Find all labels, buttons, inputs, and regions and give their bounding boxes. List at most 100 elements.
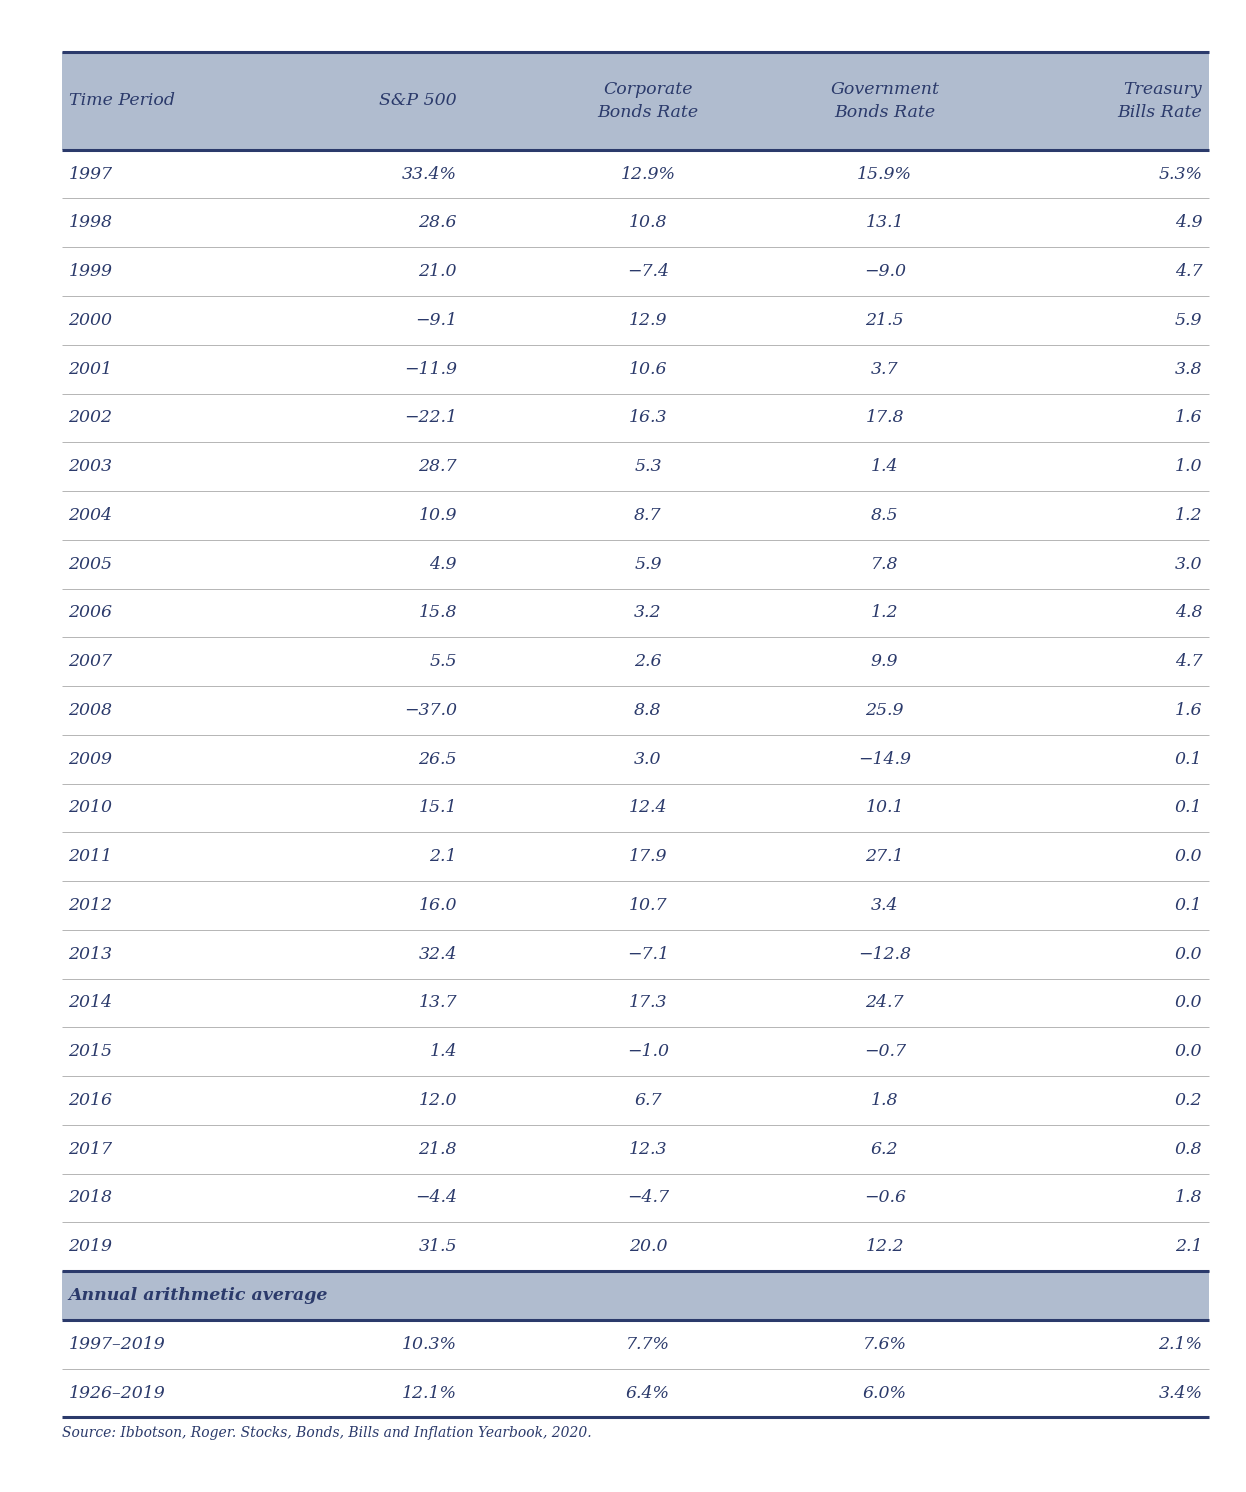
Text: 32.4: 32.4 bbox=[419, 946, 457, 962]
Bar bbox=[62, 149, 1209, 198]
Text: 33.4%: 33.4% bbox=[402, 166, 457, 182]
Text: 13.7: 13.7 bbox=[419, 995, 457, 1012]
Bar bbox=[62, 52, 1209, 149]
Text: −37.0: −37.0 bbox=[404, 701, 457, 719]
Bar bbox=[62, 1125, 1209, 1174]
Text: Source: Ibbotson, Roger. Stocks, Bonds, Bills and Inflation Yearbook, 2020.: Source: Ibbotson, Roger. Stocks, Bonds, … bbox=[62, 1426, 592, 1440]
Text: 2.1: 2.1 bbox=[430, 847, 457, 865]
Text: 1999: 1999 bbox=[69, 263, 112, 280]
Text: 5.5: 5.5 bbox=[430, 653, 457, 670]
Text: 2000: 2000 bbox=[69, 312, 112, 328]
Text: 3.7: 3.7 bbox=[871, 361, 898, 377]
Text: −9.0: −9.0 bbox=[863, 263, 906, 280]
Text: 1.6: 1.6 bbox=[1175, 409, 1202, 427]
Text: Corporate
Bonds Rate: Corporate Bonds Rate bbox=[597, 82, 699, 121]
Text: 2001: 2001 bbox=[69, 361, 112, 377]
Text: 5.3: 5.3 bbox=[634, 458, 662, 474]
Text: 9.9: 9.9 bbox=[871, 653, 898, 670]
Text: Government
Bonds Rate: Government Bonds Rate bbox=[830, 82, 939, 121]
Bar bbox=[62, 1222, 1209, 1271]
Bar bbox=[62, 1028, 1209, 1076]
Text: Treasury
Bills Rate: Treasury Bills Rate bbox=[1118, 82, 1202, 121]
Text: 15.1: 15.1 bbox=[419, 800, 457, 816]
Text: 5.9: 5.9 bbox=[634, 555, 662, 573]
Text: 12.0: 12.0 bbox=[419, 1092, 457, 1109]
Text: 12.1%: 12.1% bbox=[402, 1385, 457, 1401]
Text: 5.9: 5.9 bbox=[1175, 312, 1202, 328]
Bar bbox=[62, 1271, 1209, 1320]
Text: 2.6: 2.6 bbox=[634, 653, 662, 670]
Text: 21.8: 21.8 bbox=[419, 1141, 457, 1158]
Text: 1.4: 1.4 bbox=[871, 458, 898, 474]
Text: 6.0%: 6.0% bbox=[862, 1385, 907, 1401]
Text: 10.7: 10.7 bbox=[629, 897, 667, 915]
Text: 0.0: 0.0 bbox=[1175, 1043, 1202, 1061]
Text: 21.0: 21.0 bbox=[419, 263, 457, 280]
Bar bbox=[62, 1174, 1209, 1222]
Bar bbox=[62, 637, 1209, 686]
Text: 7.8: 7.8 bbox=[871, 555, 898, 573]
Bar bbox=[62, 736, 1209, 783]
Text: 0.0: 0.0 bbox=[1175, 995, 1202, 1012]
Text: 10.6: 10.6 bbox=[629, 361, 667, 377]
Text: 2010: 2010 bbox=[69, 800, 112, 816]
Text: 10.3%: 10.3% bbox=[402, 1335, 457, 1353]
Bar bbox=[62, 882, 1209, 930]
Text: 10.9: 10.9 bbox=[419, 507, 457, 524]
Text: 12.9%: 12.9% bbox=[621, 166, 675, 182]
Bar bbox=[62, 345, 1209, 394]
Text: −4.7: −4.7 bbox=[627, 1189, 669, 1207]
Text: 12.4: 12.4 bbox=[629, 800, 667, 816]
Text: 10.1: 10.1 bbox=[866, 800, 903, 816]
Text: −7.4: −7.4 bbox=[627, 263, 669, 280]
Text: 2014: 2014 bbox=[69, 995, 112, 1012]
Text: 4.7: 4.7 bbox=[1175, 653, 1202, 670]
Text: S&P 500: S&P 500 bbox=[380, 93, 457, 109]
Text: Time Period: Time Period bbox=[69, 93, 174, 109]
Text: 27.1: 27.1 bbox=[866, 847, 903, 865]
Text: 3.0: 3.0 bbox=[1175, 555, 1202, 573]
Text: 6.4%: 6.4% bbox=[625, 1385, 670, 1401]
Bar bbox=[62, 1368, 1209, 1417]
Text: 2016: 2016 bbox=[69, 1092, 112, 1109]
Bar bbox=[62, 442, 1209, 491]
Bar bbox=[62, 1320, 1209, 1368]
Text: 13.1: 13.1 bbox=[866, 215, 903, 231]
Text: 10.8: 10.8 bbox=[629, 215, 667, 231]
Text: 5.3%: 5.3% bbox=[1159, 166, 1202, 182]
Text: −9.1: −9.1 bbox=[415, 312, 457, 328]
Text: −7.1: −7.1 bbox=[627, 946, 669, 962]
Text: 0.0: 0.0 bbox=[1175, 847, 1202, 865]
Text: 17.9: 17.9 bbox=[629, 847, 667, 865]
Text: 1997–2019: 1997–2019 bbox=[69, 1335, 166, 1353]
Text: 8.7: 8.7 bbox=[634, 507, 662, 524]
Text: 2009: 2009 bbox=[69, 750, 112, 768]
Text: 7.7%: 7.7% bbox=[625, 1335, 670, 1353]
Text: Annual arithmetic average: Annual arithmetic average bbox=[69, 1288, 328, 1304]
Text: 25.9: 25.9 bbox=[866, 701, 903, 719]
Text: 4.9: 4.9 bbox=[430, 555, 457, 573]
Text: −0.7: −0.7 bbox=[863, 1043, 906, 1061]
Text: 2013: 2013 bbox=[69, 946, 112, 962]
Bar bbox=[62, 833, 1209, 882]
Bar bbox=[62, 198, 1209, 248]
Text: 2.1: 2.1 bbox=[1175, 1238, 1202, 1255]
Text: 1998: 1998 bbox=[69, 215, 112, 231]
Text: 26.5: 26.5 bbox=[419, 750, 457, 768]
Text: 2.1%: 2.1% bbox=[1159, 1335, 1202, 1353]
Text: 21.5: 21.5 bbox=[866, 312, 903, 328]
Text: −11.9: −11.9 bbox=[404, 361, 457, 377]
Bar bbox=[62, 783, 1209, 833]
Text: 1.4: 1.4 bbox=[430, 1043, 457, 1061]
Text: 12.3: 12.3 bbox=[629, 1141, 667, 1158]
Text: 2011: 2011 bbox=[69, 847, 112, 865]
Text: 1.0: 1.0 bbox=[1175, 458, 1202, 474]
Text: 1997: 1997 bbox=[69, 166, 112, 182]
Text: −4.4: −4.4 bbox=[415, 1189, 457, 1207]
Text: 2002: 2002 bbox=[69, 409, 112, 427]
Text: 16.3: 16.3 bbox=[629, 409, 667, 427]
Bar bbox=[62, 248, 1209, 295]
Text: −14.9: −14.9 bbox=[858, 750, 911, 768]
Text: 20.0: 20.0 bbox=[629, 1238, 667, 1255]
Text: 28.7: 28.7 bbox=[419, 458, 457, 474]
